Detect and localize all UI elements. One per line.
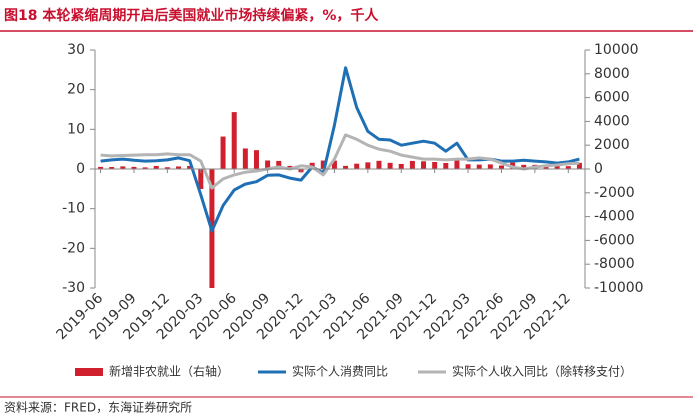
y2-tick-label: 4000 [594,113,630,129]
bar [476,164,482,169]
bar [320,160,326,169]
bar [354,163,360,169]
bar [409,160,415,169]
bar [365,162,371,169]
y2-tick-label: 6000 [594,90,630,106]
bar [276,160,282,169]
bar [576,162,582,169]
bar [421,161,427,169]
bar [176,166,182,169]
bar [343,165,349,169]
bar [142,167,148,169]
bar [521,164,527,169]
bar [220,136,226,169]
y-tick-label: -30 [62,280,85,296]
y-tick-label: 30 [67,42,85,58]
bar [98,166,104,169]
bar [287,165,293,169]
bar [432,162,438,169]
y2-tick-label: 2000 [594,137,630,153]
bar [498,165,504,169]
legend-swatch [75,368,103,376]
y-tick-label: -20 [62,240,85,256]
bar [465,164,471,169]
y-tick-label: 0 [76,161,85,177]
bar [487,164,493,169]
source: 资料来源：FRED，东海证券研究所 [4,400,192,415]
legend-label: 实际个人收入同比（除转移支付） [452,364,632,379]
bar [387,162,393,169]
y2-tick-label: -2000 [594,185,635,201]
legend-label: 新增非农就业（右轴） [109,364,229,379]
y-tick-label: 10 [67,121,85,137]
y2-tick-label: -8000 [594,256,635,272]
legend-label: 实际个人消费同比 [292,364,388,379]
bar [565,166,571,169]
bar [331,160,337,169]
line [100,66,580,233]
bar [554,165,560,169]
bar [376,160,382,169]
y2-tick-label: -10000 [594,280,644,296]
line [100,133,580,190]
bar [443,163,449,169]
y2-tick-label: 0 [594,161,603,177]
bar [164,167,170,169]
bar [242,148,248,169]
y2-tick-label: -4000 [594,209,635,225]
bar [120,166,126,169]
bar [109,167,115,169]
y2-tick-label: 10000 [594,42,639,58]
y2-tick-label: 8000 [594,66,630,82]
bar [198,169,204,190]
bar [231,112,237,169]
bar [398,163,404,169]
plot [98,66,582,288]
bar [153,165,159,169]
y-tick-label: -10 [62,201,85,217]
y-tick-label: 20 [67,82,85,98]
chart-title: 图18 本轮紧缩周期开启后美国就业市场持续偏紧，%，千人 [4,7,379,24]
bar [253,150,259,169]
bar [454,160,460,169]
bar [187,166,193,169]
bar [131,166,137,169]
bar [265,160,271,169]
y2-tick-label: -6000 [594,232,635,248]
